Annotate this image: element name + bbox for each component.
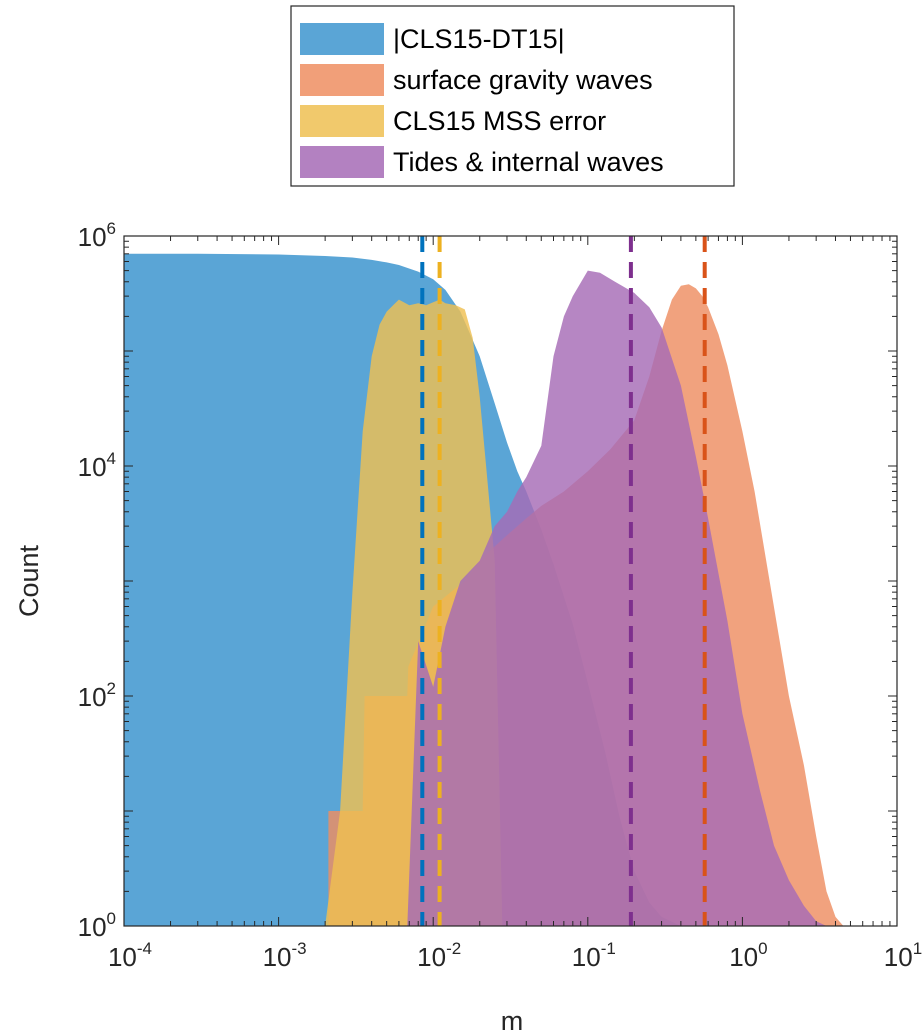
x-tick-label: 10-3 <box>263 939 307 972</box>
series-areas <box>124 253 844 926</box>
area-tides-internal-waves <box>407 270 827 926</box>
y-tick-label: 106 <box>78 219 116 252</box>
x-tick-label: 10-1 <box>572 939 616 972</box>
legend-label-cls15-dt15: |CLS15-DT15| <box>393 24 565 54</box>
legend: |CLS15-DT15| surface gravity waves CLS15 M… <box>290 5 735 187</box>
x-tick-label: 101 <box>884 939 922 972</box>
legend-label-tides-internal-waves: Tides & internal waves <box>393 147 664 177</box>
legend-swatch-cls15-dt15 <box>300 23 384 55</box>
y-tick-label: 100 <box>78 909 116 942</box>
y-axis-title: Count <box>14 544 44 617</box>
legend-swatch-tides-internal-waves <box>300 146 384 178</box>
axis-tick-labels: 10-4 10-3 10-2 10-1 100 101 100 102 104 106 <box>78 219 923 972</box>
legend-items: |CLS15-DT15| surface gravity waves CLS15 M… <box>300 23 664 178</box>
legend-swatch-cls15-mss-error <box>300 105 384 137</box>
legend-label-cls15-mss-error: CLS15 MSS error <box>393 106 606 136</box>
x-tick-label: 10-2 <box>417 939 461 972</box>
y-tick-label: 104 <box>78 449 116 482</box>
x-tick-label: 100 <box>729 939 767 972</box>
x-axis-title: m <box>501 1006 524 1036</box>
legend-swatch-surface-gravity-waves <box>300 64 384 96</box>
median-lines <box>420 236 707 926</box>
legend-label-surface-gravity-waves: surface gravity waves <box>393 65 653 95</box>
axis-ticks <box>123 235 898 927</box>
x-tick-label: 10-4 <box>108 939 152 972</box>
y-tick-label: 102 <box>78 679 116 712</box>
